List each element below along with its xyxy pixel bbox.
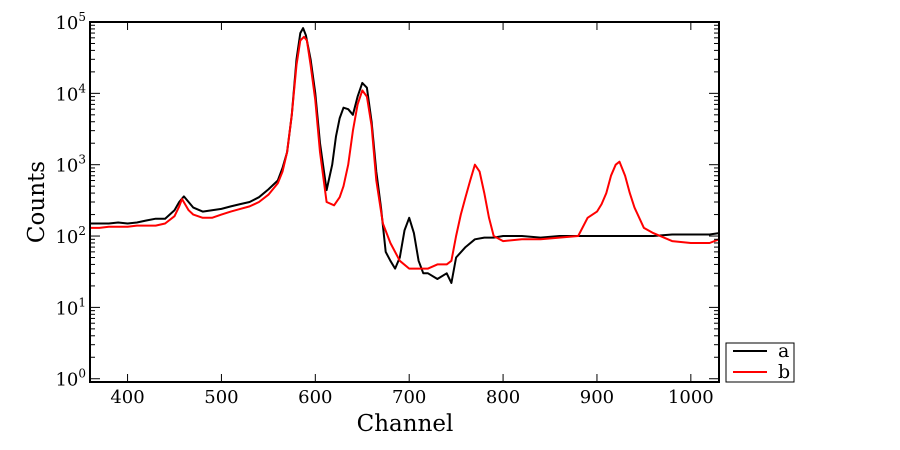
x-tick-label: 900 <box>580 387 614 408</box>
plot-frame <box>89 21 720 383</box>
series-line-b <box>90 35 719 270</box>
series-line-a <box>90 27 719 284</box>
legend-label-b: b <box>778 361 790 383</box>
x-tick-label: 500 <box>204 387 238 408</box>
y-tick-label: 101 <box>55 295 86 319</box>
y-tick-label: 104 <box>55 81 86 105</box>
x-tick-label: 700 <box>392 387 426 408</box>
x-tick-label: 600 <box>298 387 332 408</box>
x-axis-label: Channel <box>357 411 454 437</box>
x-tick-label: 800 <box>486 387 520 408</box>
legend-label-a: a <box>778 340 789 362</box>
legend-frame <box>725 342 795 383</box>
x-tick-label: 400 <box>110 387 144 408</box>
y-tick-label: 103 <box>55 153 86 177</box>
x-tick-label: 1000 <box>668 387 714 408</box>
y-axis-label: Counts <box>24 161 50 243</box>
ticks-layer: 400 500 600 700 800 900 1000 100 101 102 103 104 105 <box>55 10 719 408</box>
y-tick-label: 105 <box>55 10 86 34</box>
y-tick-label: 102 <box>55 224 86 248</box>
y-tick-label: 100 <box>55 367 86 391</box>
legend: a b <box>725 340 795 383</box>
series-layer <box>90 27 719 284</box>
